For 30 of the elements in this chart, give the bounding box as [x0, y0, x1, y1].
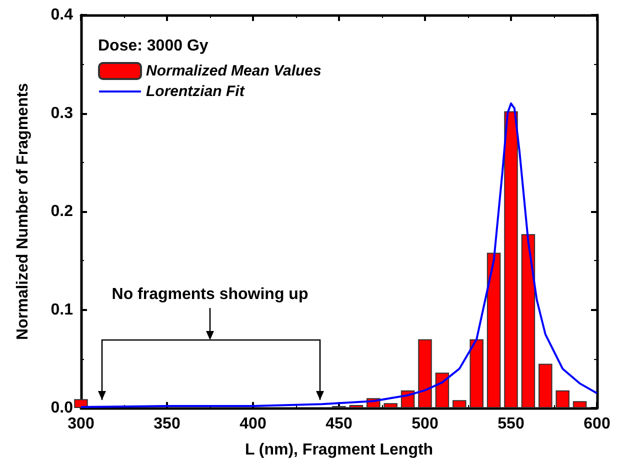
bar — [384, 403, 398, 408]
x-tick-label: 350 — [154, 416, 180, 432]
y-tick-label: 0.0 — [50, 400, 74, 416]
x-tick-label: 600 — [584, 416, 610, 432]
x-axis-title: L (nm), Fragment Length — [244, 442, 434, 458]
annotation: No fragments showing up — [112, 286, 308, 304]
bar — [556, 390, 570, 408]
legend-label: Normalized Mean Values — [146, 62, 322, 80]
bar — [74, 399, 88, 408]
bar — [504, 111, 518, 408]
bar — [452, 400, 466, 408]
bar — [435, 372, 450, 408]
x-tick-label: 450 — [326, 416, 352, 432]
bar — [572, 401, 587, 408]
bar — [486, 252, 501, 408]
legend-label: Lorentzian Fit — [146, 83, 246, 100]
y-tick-label: 0.4 — [50, 6, 74, 24]
x-tick-label: 300 — [68, 416, 94, 432]
x-tick-label: 400 — [240, 416, 266, 432]
legend-title: Dose: 3000 Gy — [98, 38, 208, 54]
bar — [521, 234, 536, 408]
y-tick-label: 0.2 — [50, 203, 74, 220]
x-tick-label: 500 — [412, 416, 438, 432]
y-tick-label: 0.3 — [50, 104, 74, 122]
bar — [418, 339, 432, 408]
bar — [470, 339, 484, 408]
y-tick-label: 0.1 — [50, 301, 74, 318]
y-axis-title: Normalized Number of Fragments — [14, 82, 32, 340]
x-tick-label: 550 — [498, 416, 524, 432]
bar — [538, 364, 552, 408]
